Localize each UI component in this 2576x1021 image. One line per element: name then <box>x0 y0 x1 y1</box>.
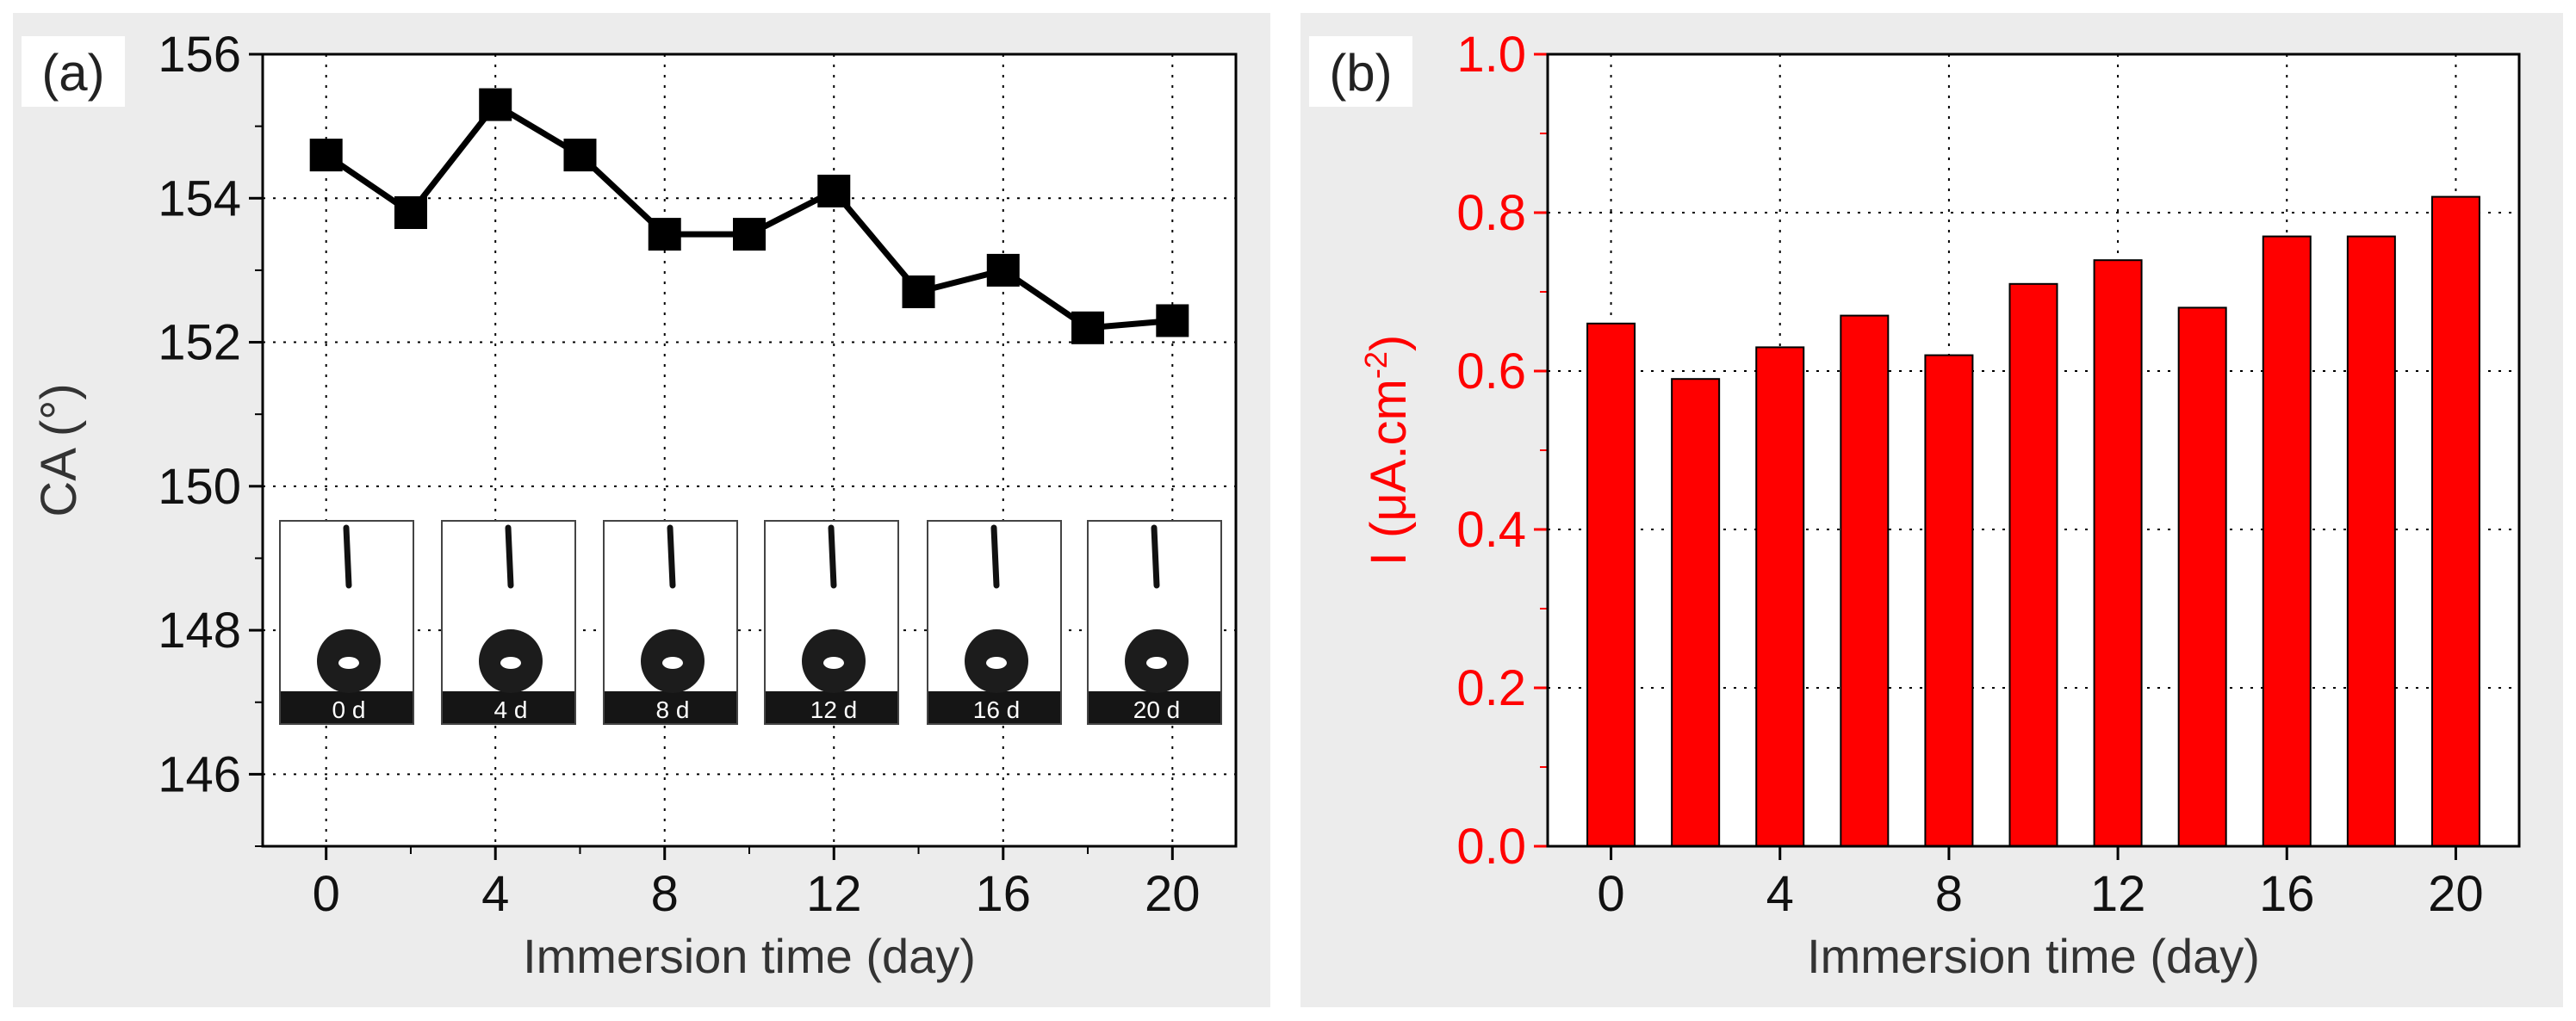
ca-data-point <box>817 174 851 207</box>
panel-b-x-tick-label: 12 <box>2090 866 2146 922</box>
panel-b-y-axis-label: I (μA.cm-2) <box>1358 335 1417 566</box>
droplet-highlight <box>823 657 844 669</box>
inset-label: 12 d <box>810 696 858 723</box>
panel-b-y-tick-label: 0.2 <box>1456 660 1526 716</box>
panel-a-plot-area <box>263 54 1236 846</box>
current-bar <box>1671 378 1721 847</box>
panel-b-x-axis-label: Immersion time (day) <box>1807 929 2260 983</box>
current-bar <box>2008 282 2058 847</box>
ca-data-point <box>648 218 681 251</box>
panel-a-x-tick-label: 8 <box>651 866 679 922</box>
ca-data-point <box>1071 311 1105 344</box>
panel-a-y-axis-label: CA (°) <box>31 383 87 517</box>
current-bar <box>2262 235 2312 848</box>
panel-b-y-tick-label: 0.4 <box>1456 502 1526 558</box>
panel-a-x-tick-label: 16 <box>976 866 1032 922</box>
panel-a-x-tick-label: 4 <box>481 866 509 922</box>
ca-data-point <box>563 139 597 172</box>
droplet-inset: 8 d <box>603 520 738 725</box>
panel-b-series <box>1586 195 2480 848</box>
needle <box>1151 524 1160 589</box>
current-bar <box>2093 259 2143 847</box>
droplet-inset: 12 d <box>764 520 899 725</box>
panel-b-label-box <box>1309 36 1412 107</box>
panel-a-x-tick-label: 12 <box>806 866 862 922</box>
droplet-inset: 16 d <box>927 520 1062 725</box>
current-bar <box>1924 354 1974 848</box>
ca-data-point <box>733 218 766 251</box>
panel-a-insets: 0 d 4 d 8 d 12 d 16 d 20 d <box>279 520 1222 725</box>
substrate <box>443 691 574 723</box>
panel-b-label: (b) <box>1329 44 1392 102</box>
panel-b-frame <box>1546 53 2521 848</box>
substrate <box>605 691 736 723</box>
ca-data-point <box>986 253 1020 287</box>
panel-a-label: (a) <box>41 44 104 102</box>
panel-a-y-tick-label: 150 <box>158 459 241 515</box>
droplet-inset: 4 d <box>441 520 576 725</box>
ca-data-point <box>394 196 427 229</box>
ca-data-point <box>1156 304 1189 337</box>
inset-label: 4 d <box>494 696 528 723</box>
droplet-highlight <box>662 657 683 669</box>
droplet-highlight <box>500 657 521 669</box>
droplet-inset: 20 d <box>1087 520 1222 725</box>
ca-data-point <box>309 139 343 172</box>
panel-b-x-tick-label: 20 <box>2428 866 2484 922</box>
substrate <box>281 691 413 723</box>
panel-b-y-tick-label: 0.0 <box>1456 819 1526 875</box>
panel-b-y-axis-label-superscript: -2 <box>1358 351 1394 379</box>
current-bar <box>2430 195 2480 848</box>
panel-b-y-axis-label-main: I (μA.cm <box>1361 379 1417 566</box>
droplet-highlight <box>1146 657 1167 669</box>
substrate <box>766 691 897 723</box>
panel-a-y-tick-label: 148 <box>158 603 241 659</box>
substrate <box>1089 691 1220 723</box>
panel-b-x-tick-label: 0 <box>1597 866 1624 922</box>
droplet-highlight <box>986 657 1007 669</box>
needle <box>667 524 676 589</box>
panel-b-x-tick-label: 4 <box>1766 866 1794 922</box>
ca-data-point <box>479 88 512 121</box>
panel-a-frame <box>261 53 1238 848</box>
panel-b: (b) 0 4 8 12 16 20 0.0 0.2 0.4 0.6 0.8 1.0 Immersio… <box>1300 13 2563 1007</box>
needle <box>505 524 514 589</box>
inset-label: 8 d <box>656 696 690 723</box>
panel-b-x-tick-label: 16 <box>2259 866 2315 922</box>
panel-a-ticks: 0 4 8 12 16 20 146 148 150 152 154 156 <box>158 27 1200 922</box>
panel-b-y-axis-label-end: ) <box>1361 335 1417 351</box>
panel-a-x-axis-label: Immersion time (day) <box>523 929 976 983</box>
panel-a-y-tick-label: 152 <box>158 315 241 371</box>
needle <box>990 524 1000 589</box>
panel-b-ticks: 0 4 8 12 16 20 0.0 0.2 0.4 0.6 0.8 1.0 <box>1456 27 2483 922</box>
panel-a-label-box <box>22 36 125 107</box>
inset-label: 20 d <box>1133 696 1181 723</box>
panel-b-y-tick-label: 1.0 <box>1456 27 1526 83</box>
panel-b-y-tick-label: 0.6 <box>1456 343 1526 399</box>
needle <box>828 524 837 589</box>
panel-a-x-tick-label: 0 <box>313 866 340 922</box>
panel-b-x-tick-label: 8 <box>1935 866 1963 922</box>
panel-a: (a) 0 d 4 d 8 d 12 d 16 d 20 d 0 4 8 12 16 20 146 14… <box>13 13 1270 1007</box>
current-bar <box>1755 346 1805 847</box>
current-bar <box>2177 306 2227 847</box>
panel-a-series <box>309 88 1189 344</box>
droplet-highlight <box>338 657 359 669</box>
ca-data-point <box>902 275 935 308</box>
panel-a-y-tick-label: 156 <box>158 27 241 83</box>
droplet-inset: 0 d <box>279 520 414 725</box>
inset-label: 16 d <box>973 696 1021 723</box>
inset-label: 0 d <box>332 696 366 723</box>
current-bar <box>1840 314 1890 848</box>
substrate <box>928 691 1060 723</box>
current-bar <box>1586 322 1636 847</box>
panel-b-y-tick-label: 0.8 <box>1456 185 1526 241</box>
panel-a-y-tick-label: 154 <box>158 170 241 226</box>
needle <box>343 524 352 589</box>
panel-a-x-tick-label: 20 <box>1145 866 1201 922</box>
current-bar <box>2346 235 2396 848</box>
panel-a-y-tick-label: 146 <box>158 746 241 802</box>
